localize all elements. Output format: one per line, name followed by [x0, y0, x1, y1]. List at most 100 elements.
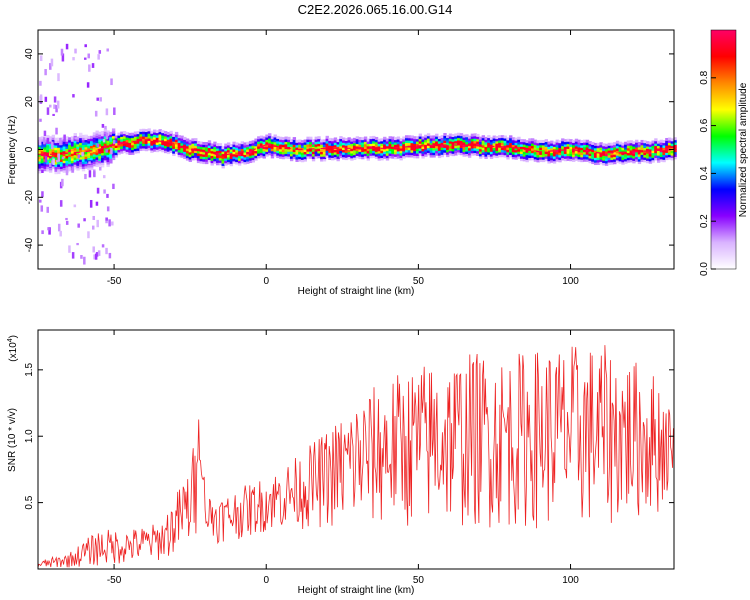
heatmap-noise-cell	[84, 44, 87, 48]
heatmap-cell	[446, 146, 450, 150]
heatmap-cell	[429, 135, 433, 139]
heatmap-cell	[451, 150, 455, 154]
heatmap-cell	[150, 149, 154, 153]
heatmap-cell	[270, 153, 275, 157]
x-tick-label: 100	[562, 575, 579, 586]
heatmap-noise-cell	[48, 162, 52, 168]
heatmap-cell	[443, 135, 447, 139]
heatmap-cell	[144, 143, 149, 147]
heatmap-noise-cell	[47, 227, 50, 231]
heatmap-cell	[607, 159, 611, 163]
heatmap-cell	[106, 154, 110, 158]
heatmap-cell	[87, 147, 91, 151]
heatmap-cell	[328, 157, 332, 161]
heatmap-cell	[259, 149, 264, 153]
heatmap-cell	[552, 143, 557, 147]
heatmap-cell	[273, 151, 277, 155]
heatmap-cell	[467, 152, 472, 156]
heatmap-cell	[626, 152, 631, 156]
heatmap-cell	[355, 150, 360, 154]
heatmap-cell	[180, 152, 184, 156]
heatmap-cell	[169, 147, 173, 151]
heatmap-cell	[530, 152, 535, 156]
heatmap-cell	[136, 133, 140, 137]
heatmap-cell	[399, 152, 403, 156]
heatmap-noise-cell	[61, 178, 64, 187]
heatmap-cell	[65, 148, 69, 152]
heatmap-cell	[500, 137, 505, 141]
heatmap-cell	[574, 138, 579, 142]
heatmap-cell	[237, 145, 242, 149]
heatmap-cell	[640, 149, 644, 153]
heatmap-cell	[377, 141, 381, 145]
heatmap-cell	[555, 158, 559, 162]
heatmap-cell	[248, 150, 253, 154]
heatmap-cell	[358, 136, 362, 140]
heatmap-cell	[76, 141, 80, 145]
heatmap-noise-cell	[80, 255, 83, 259]
heatmap-cell	[202, 161, 206, 165]
heatmap-cell	[309, 153, 313, 157]
heatmap-cell	[635, 142, 639, 146]
heatmap-cell	[281, 151, 286, 155]
heatmap-cell	[109, 141, 113, 145]
heatmap-cell	[95, 130, 99, 134]
heatmap-cell	[476, 133, 480, 137]
heatmap-cell	[443, 142, 447, 146]
heatmap-cell	[361, 151, 365, 155]
heatmap-cell	[180, 135, 184, 139]
heatmap-cell	[210, 148, 214, 152]
heatmap-cell	[432, 135, 436, 139]
heatmap-cell	[350, 140, 354, 144]
heatmap-cell	[84, 141, 88, 145]
heatmap-cell	[210, 157, 214, 161]
heatmap-cell	[185, 148, 190, 152]
heatmap-cell	[309, 151, 313, 155]
heatmap-cell	[229, 148, 234, 152]
heatmap-cell	[259, 152, 264, 156]
heatmap-cell	[142, 145, 146, 149]
heatmap-cell	[169, 149, 173, 153]
heatmap-cell	[268, 147, 272, 151]
heatmap-cell	[520, 155, 524, 159]
heatmap-cell	[111, 154, 116, 158]
heatmap-cell	[106, 147, 110, 151]
heatmap-cell	[98, 162, 102, 166]
heatmap-cell	[59, 151, 64, 155]
heatmap-cell	[459, 145, 464, 149]
heatmap-cell	[465, 134, 469, 138]
heatmap-noise-cell	[96, 187, 100, 194]
heatmap-cell	[487, 147, 491, 151]
heatmap-cell	[339, 140, 343, 144]
heatmap-cell	[481, 137, 486, 141]
heatmap-cell	[224, 153, 228, 157]
heatmap-cell	[254, 145, 258, 149]
heatmap-cell	[333, 144, 338, 148]
heatmap-cell	[243, 154, 247, 158]
heatmap-cell	[48, 136, 53, 140]
heatmap-cell	[432, 147, 436, 151]
heatmap-cell	[500, 151, 505, 155]
heatmap-cell	[404, 147, 409, 151]
heatmap-cell	[541, 149, 546, 153]
heatmap-cell	[350, 145, 354, 149]
heatmap-noise-cell	[44, 156, 48, 163]
heatmap-cell	[218, 159, 223, 163]
heatmap-cell	[279, 151, 283, 155]
heatmap-noise-cell	[41, 169, 44, 173]
heatmap-cell	[530, 145, 535, 149]
heatmap-cell	[273, 148, 277, 152]
heatmap-cell	[591, 161, 595, 165]
heatmap-cell	[544, 148, 549, 152]
heatmap-cell	[391, 141, 395, 145]
heatmap-cell	[284, 136, 288, 140]
heatmap-cell	[68, 168, 72, 172]
heatmap-cell	[62, 169, 66, 173]
heatmap-cell	[270, 141, 275, 145]
heatmap-cell	[68, 142, 72, 146]
heatmap-cell	[325, 152, 329, 156]
heatmap-cell	[172, 150, 176, 154]
heatmap-cell	[246, 148, 250, 152]
heatmap-cell	[498, 135, 502, 139]
heatmap-cell	[572, 142, 576, 146]
